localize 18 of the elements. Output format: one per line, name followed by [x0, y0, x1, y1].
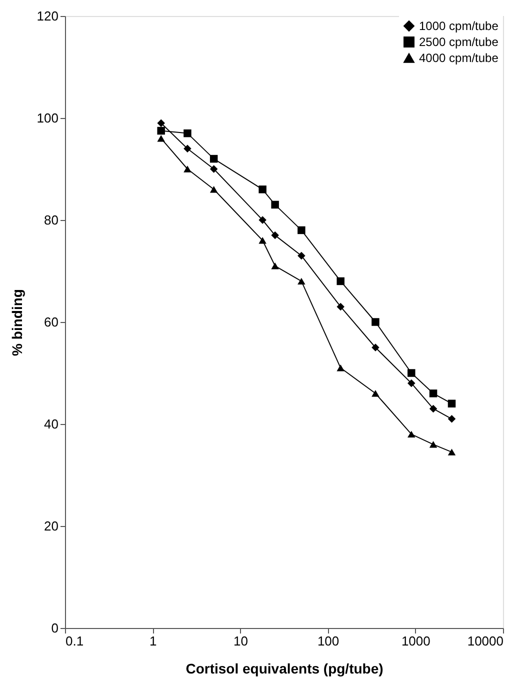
y-tick-label: 20	[44, 518, 58, 534]
y-tick-label: 100	[36, 110, 58, 126]
y-axis-title: % binding	[8, 289, 25, 356]
x-tick-label: 0.1	[66, 634, 84, 648]
y-tick-label: 80	[44, 212, 58, 228]
x-tick-label: 1	[149, 634, 157, 648]
y-tick-label: 40	[44, 416, 58, 432]
x-tick-label: 10	[233, 634, 248, 648]
legend-label: 1000 cpm/tube	[419, 19, 499, 33]
x-axis-title: Cortisol equivalents (pg/tube)	[186, 660, 384, 676]
x-tick-label: 100	[317, 634, 340, 648]
y-tick-label: 60	[44, 314, 58, 330]
legend-label: 4000 cpm/tube	[419, 51, 499, 65]
x-tick-label: 10000	[467, 634, 504, 648]
x-tick-label: 1000	[401, 634, 430, 648]
y-tick-label: 0	[51, 620, 58, 636]
y-tick-label: 120	[36, 8, 58, 24]
legend-label: 2500 cpm/tube	[419, 35, 499, 49]
